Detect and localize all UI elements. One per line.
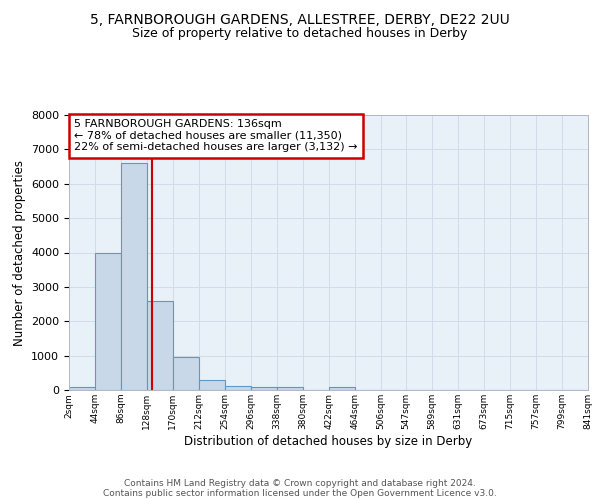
X-axis label: Distribution of detached houses by size in Derby: Distribution of detached houses by size … [184,434,473,448]
Bar [147,300,173,390]
Bar [277,387,303,390]
Bar [225,386,251,390]
Text: Size of property relative to detached houses in Derby: Size of property relative to detached ho… [133,28,467,40]
Bar [121,163,147,390]
Bar [95,252,121,390]
Bar [199,380,225,390]
Y-axis label: Number of detached properties: Number of detached properties [13,160,26,346]
Bar [173,358,199,390]
Bar [251,386,277,390]
Bar [69,387,95,390]
Text: Contains public sector information licensed under the Open Government Licence v3: Contains public sector information licen… [103,488,497,498]
Bar [329,386,355,390]
Text: 5, FARNBOROUGH GARDENS, ALLESTREE, DERBY, DE22 2UU: 5, FARNBOROUGH GARDENS, ALLESTREE, DERBY… [90,12,510,26]
Text: Contains HM Land Registry data © Crown copyright and database right 2024.: Contains HM Land Registry data © Crown c… [124,478,476,488]
Text: 5 FARNBOROUGH GARDENS: 136sqm
← 78% of detached houses are smaller (11,350)
22% : 5 FARNBOROUGH GARDENS: 136sqm ← 78% of d… [74,119,358,152]
